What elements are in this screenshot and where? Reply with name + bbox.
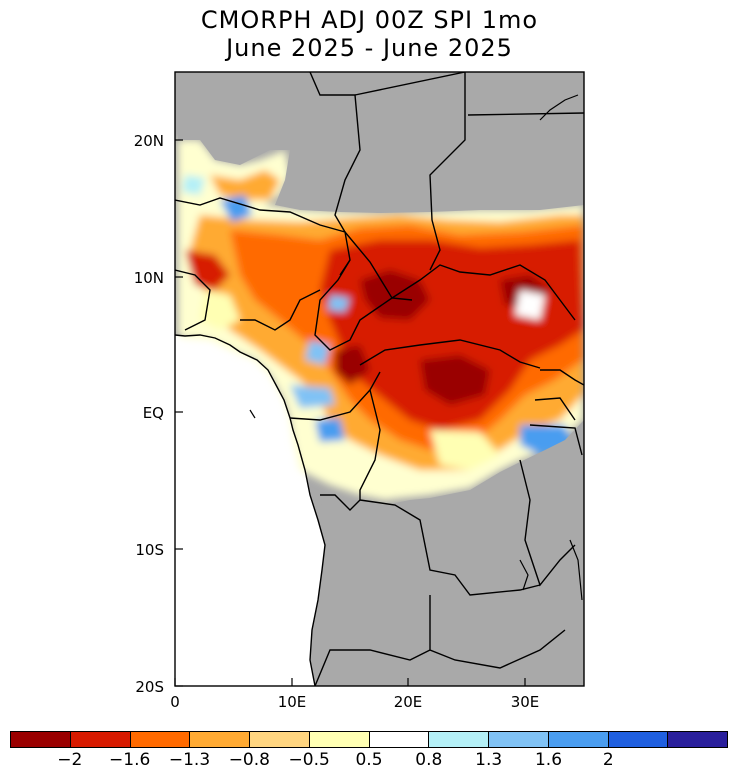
title-line-2: June 2025 - June 2025 bbox=[226, 34, 513, 62]
colorbar-segment bbox=[489, 732, 549, 747]
colorbar-tick-label: −0.5 bbox=[288, 750, 330, 770]
colorbar-segment bbox=[70, 732, 131, 747]
lat-label-10s: 10S bbox=[135, 541, 164, 559]
lat-label-eq: EQ bbox=[142, 404, 164, 422]
colorbar-tick-label: 0.5 bbox=[355, 750, 383, 770]
lon-label-0: 0 bbox=[170, 693, 180, 711]
colorbar-tick-label: 1.6 bbox=[534, 750, 563, 770]
colorbar-segment bbox=[668, 732, 727, 747]
colorbar-segment bbox=[130, 732, 191, 747]
country-borders bbox=[175, 72, 584, 686]
lat-label-20s: 20S bbox=[135, 678, 164, 696]
map-frame bbox=[174, 71, 585, 687]
colorbar-segment bbox=[548, 732, 609, 747]
colorbar-segment bbox=[369, 732, 430, 747]
colorbar-tick-label: 2 bbox=[602, 750, 614, 770]
colorbar-segment bbox=[429, 732, 489, 747]
colorbar-segment bbox=[309, 732, 370, 747]
colorbar bbox=[10, 731, 728, 748]
lat-label-20n: 20N bbox=[133, 132, 164, 150]
lat-label-10n: 10N bbox=[133, 269, 164, 287]
title-line-1: CMORPH ADJ 00Z SPI 1mo bbox=[200, 6, 539, 34]
colorbar-tick-label: −0.8 bbox=[228, 750, 270, 770]
colorbar-segment bbox=[11, 732, 71, 747]
colorbar-segment bbox=[250, 732, 310, 747]
colorbar-segment bbox=[608, 732, 669, 747]
colorbar-tick-label: −1.6 bbox=[109, 750, 151, 770]
axis-ticks bbox=[174, 139, 526, 687]
colorbar-tick-label: −1.3 bbox=[168, 750, 211, 770]
lon-label-20e: 20E bbox=[393, 693, 423, 711]
colorbar-segment bbox=[190, 732, 250, 747]
colorbar-tick-label: −2 bbox=[57, 750, 83, 770]
data-field bbox=[178, 140, 583, 500]
colorbar-tick-label: 0.8 bbox=[415, 750, 443, 770]
colorbar-tick-label: 1.3 bbox=[475, 750, 503, 770]
lon-label-30e: 30E bbox=[510, 693, 540, 711]
lon-label-10e: 10E bbox=[277, 693, 307, 711]
